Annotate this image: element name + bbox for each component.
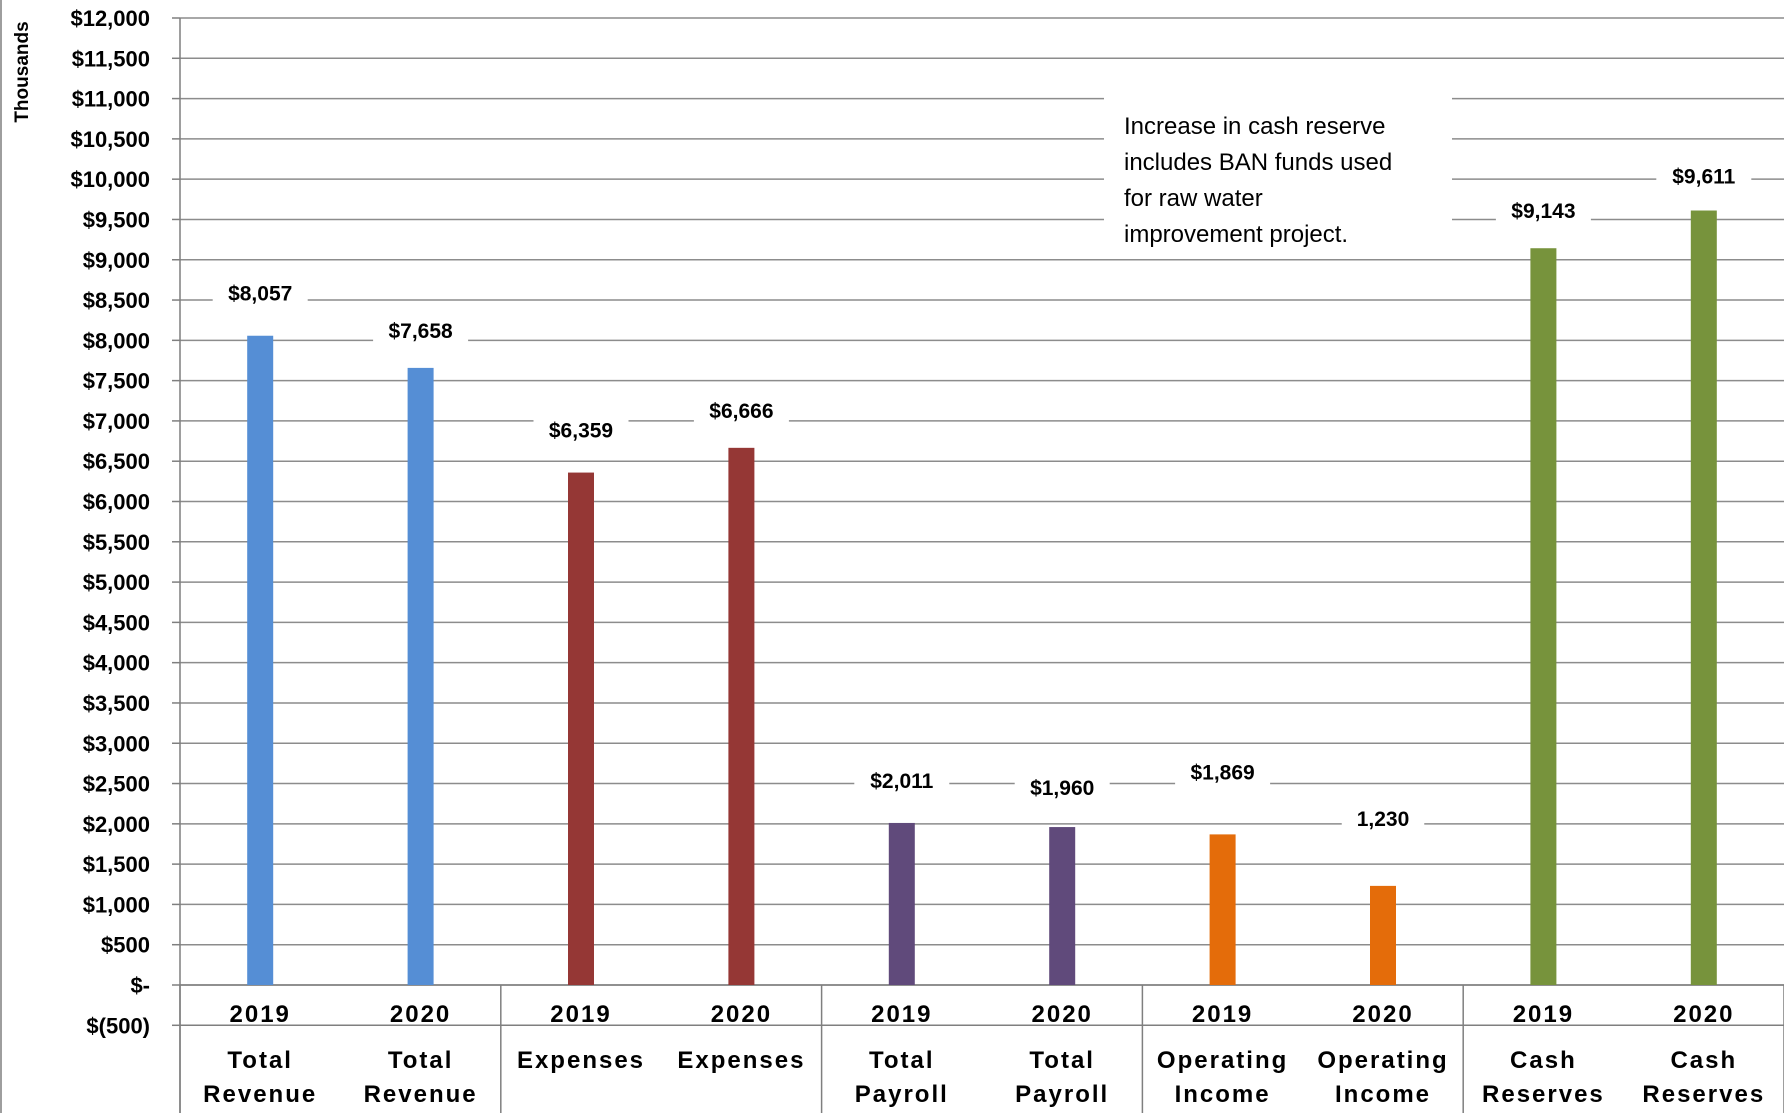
annotation-text: Increase in cash reserve bbox=[1124, 113, 1385, 140]
x-year-label: 2019 bbox=[1192, 1001, 1253, 1028]
data-label-bg bbox=[1341, 803, 1425, 834]
y-tick-label: $5,500 bbox=[83, 530, 150, 555]
x-category-label: Total bbox=[869, 1047, 935, 1074]
x-category-label: Operating bbox=[1157, 1047, 1288, 1074]
data-label-bg bbox=[1656, 161, 1752, 192]
bar bbox=[1530, 248, 1557, 986]
y-tick-label: $2,000 bbox=[83, 812, 150, 837]
x-category-label: Total bbox=[1029, 1047, 1095, 1074]
x-category-label: Expenses bbox=[677, 1047, 805, 1074]
data-label: $9,143 bbox=[1511, 200, 1575, 223]
data-label-bg bbox=[1495, 196, 1591, 227]
y-tick-label: $12,000 bbox=[70, 6, 150, 31]
y-axis-ticks: $(500) $- $500 $1,000 $1,500 $2,000 $2,500 $3,0… bbox=[70, 6, 180, 1038]
bar bbox=[888, 822, 915, 985]
x-category-label: Cash bbox=[1670, 1047, 1737, 1074]
data-label: $7,658 bbox=[388, 320, 453, 343]
x-category-label: Reserves bbox=[1482, 1081, 1605, 1108]
x-axis-labels: 2019 Total Revenue 2020 Total Revenue 2019 Expe… bbox=[203, 1001, 1765, 1108]
y-tick-label: $6,500 bbox=[83, 449, 150, 474]
data-label-bg bbox=[373, 315, 469, 346]
y-tick-label: $11,000 bbox=[72, 87, 150, 112]
data-label-bg bbox=[212, 278, 308, 309]
y-tick-label: $10,000 bbox=[70, 167, 150, 192]
bar bbox=[1370, 885, 1396, 985]
y-tick-label: $7,500 bbox=[83, 369, 150, 394]
y-tick-label: $4,000 bbox=[83, 651, 150, 676]
data-label-bg bbox=[533, 415, 629, 446]
bar bbox=[1690, 210, 1717, 986]
x-category-label: Total bbox=[388, 1047, 454, 1074]
bar bbox=[1049, 827, 1076, 985]
annotation-text: for raw water bbox=[1124, 185, 1263, 212]
data-label-bg bbox=[1175, 757, 1271, 788]
data-labels: $8,057 $7,658 $6,359 $6,666 $2,011 $1,960 $1,8… bbox=[212, 161, 1752, 834]
y-tick-label: $10,500 bbox=[70, 127, 150, 152]
x-year-label: 2020 bbox=[1673, 1001, 1734, 1028]
x-category-label: Income bbox=[1335, 1081, 1431, 1108]
y-tick-label: $500 bbox=[101, 933, 150, 958]
y-tick-label: $(500) bbox=[86, 1013, 150, 1038]
y-tick-label: $11,500 bbox=[72, 46, 150, 71]
y-tick-label: $5,000 bbox=[83, 570, 150, 595]
y-tick-label: $2,500 bbox=[83, 772, 150, 797]
x-year-label: 2020 bbox=[711, 1001, 772, 1028]
x-category-label: Expenses bbox=[517, 1047, 645, 1074]
bar bbox=[728, 447, 755, 985]
data-label: $9,611 bbox=[1672, 166, 1735, 189]
annotation-bg bbox=[1104, 96, 1452, 258]
x-category-label: Income bbox=[1175, 1081, 1271, 1108]
data-label: $1,869 bbox=[1190, 761, 1254, 784]
annotation-text: improvement project. bbox=[1124, 221, 1348, 248]
data-label: $2,011 bbox=[870, 770, 933, 793]
x-category-label: Payroll bbox=[1015, 1081, 1109, 1108]
data-label-bg bbox=[1014, 773, 1110, 804]
y-tick-label: $9,500 bbox=[83, 207, 150, 232]
bar bbox=[407, 367, 434, 985]
x-year-label: 2020 bbox=[390, 1001, 451, 1028]
y-tick-label: $7,000 bbox=[83, 409, 150, 434]
data-label-bg bbox=[693, 395, 789, 426]
x-year-label: 2019 bbox=[550, 1001, 611, 1028]
data-label-bg bbox=[854, 765, 950, 796]
y-tick-label: $8,000 bbox=[83, 328, 150, 353]
y-tick-label: $4,500 bbox=[83, 610, 150, 635]
y-tick-label: $9,000 bbox=[83, 248, 150, 273]
x-category-label: Operating bbox=[1317, 1047, 1448, 1074]
x-category-label: Revenue bbox=[364, 1081, 478, 1108]
x-year-label: 2019 bbox=[1513, 1001, 1574, 1028]
x-category-label: Cash bbox=[1510, 1047, 1577, 1074]
data-label: 1,230 bbox=[1357, 808, 1410, 831]
x-year-label: 2019 bbox=[871, 1001, 932, 1028]
annotation-box: Increase in cash reserve includes BAN fun… bbox=[1104, 96, 1452, 258]
y-tick-label: $1,500 bbox=[83, 852, 150, 877]
bar bbox=[568, 472, 594, 986]
gridlines bbox=[180, 17, 1784, 986]
x-category-label: Payroll bbox=[855, 1081, 949, 1108]
data-label: $1,960 bbox=[1030, 777, 1094, 800]
bars bbox=[247, 210, 1717, 986]
x-category-label: Reserves bbox=[1642, 1081, 1765, 1108]
x-category-label: Total bbox=[227, 1047, 293, 1074]
y-tick-label: $3,500 bbox=[83, 691, 150, 716]
bar bbox=[247, 335, 274, 985]
annotation-text: includes BAN funds used bbox=[1124, 149, 1392, 176]
y-tick-label: $8,500 bbox=[83, 288, 150, 313]
data-label: $6,359 bbox=[549, 420, 613, 443]
bar bbox=[1209, 834, 1236, 985]
y-tick-label: $3,000 bbox=[83, 731, 150, 756]
data-label: $6,666 bbox=[709, 400, 773, 423]
y-tick-label: $1,000 bbox=[83, 892, 150, 917]
x-year-label: 2020 bbox=[1352, 1001, 1413, 1028]
data-label: $8,057 bbox=[228, 283, 292, 306]
y-tick-label: $- bbox=[130, 973, 150, 998]
x-category-label: Revenue bbox=[203, 1081, 317, 1108]
x-year-label: 2019 bbox=[230, 1001, 291, 1028]
x-year-label: 2020 bbox=[1032, 1001, 1093, 1028]
y-axis-title: Thousands bbox=[12, 21, 33, 122]
y-tick-label: $6,000 bbox=[83, 490, 150, 515]
